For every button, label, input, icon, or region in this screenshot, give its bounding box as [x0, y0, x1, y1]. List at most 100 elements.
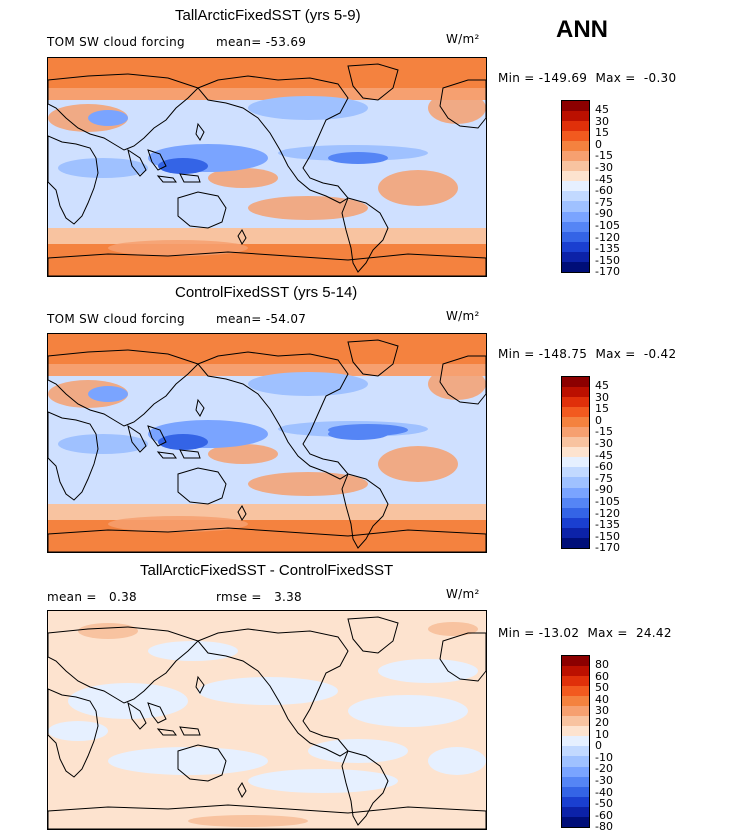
colorbar-level-label: -170 — [595, 541, 620, 555]
panel2-map — [47, 333, 487, 553]
colorbar-level-label: 40 — [595, 692, 609, 706]
colorbar-level-label: 50 — [595, 681, 609, 695]
colorbar-swatch — [562, 766, 589, 777]
colorbar-level-label: -30 — [595, 773, 613, 787]
contour-region — [378, 170, 458, 206]
colorbar-swatch — [562, 101, 589, 112]
colorbar-swatch — [562, 397, 589, 408]
colorbar-swatch — [562, 437, 589, 448]
panel3-mean: mean = 0.38 — [47, 590, 137, 604]
coastline — [127, 148, 147, 177]
colorbar-level-label: -75 — [595, 471, 613, 485]
contour-region — [58, 434, 148, 454]
colorbar-level-label: -135 — [595, 242, 620, 256]
contour-region — [188, 815, 308, 827]
contour-region — [208, 444, 278, 464]
colorbar-level-label: 15 — [595, 402, 609, 416]
contour-region — [148, 641, 238, 661]
panel2-max-value: -0.42 — [643, 347, 677, 361]
colorbar-swatch — [562, 181, 589, 192]
panel1-max-label: Max = — [595, 71, 636, 85]
contour-region — [348, 695, 468, 727]
coastline — [48, 688, 99, 778]
colorbar-level-label: -80 — [595, 820, 613, 834]
panel3-min-value: -13.02 — [538, 626, 580, 640]
coastline — [197, 351, 349, 480]
contour-region — [428, 747, 486, 775]
panel1-colorbar-labels: 45 30 15 0 -15 -30 -45 -60 -75 -90 -105 -120 -135 -15… — [595, 104, 620, 278]
colorbar-level-label: 0 — [595, 137, 602, 151]
panel1-min-value: -149.69 — [538, 71, 588, 85]
colorbar-swatch — [562, 191, 589, 202]
coastline — [341, 197, 389, 273]
contour-region — [48, 334, 486, 364]
panel2-max-label: Max = — [595, 347, 636, 361]
colorbar-swatch — [562, 171, 589, 182]
coastline — [48, 527, 486, 552]
coastline — [177, 467, 227, 505]
colorbar-swatch — [562, 706, 589, 717]
panel3-max-label: Max = — [587, 626, 628, 640]
colorbar-level-label: 30 — [595, 390, 609, 404]
coastline — [237, 505, 247, 521]
colorbar-swatch — [562, 806, 589, 817]
colorbar-swatch — [562, 736, 589, 747]
panel1-units: W/m² — [446, 32, 480, 46]
coastline — [439, 632, 486, 682]
contour-region — [428, 92, 486, 124]
panel1-map — [47, 57, 487, 277]
colorbar-swatch — [562, 161, 589, 172]
panel2-minmax: Min = -148.75 Max = -0.42 — [498, 347, 676, 361]
colorbar-swatch — [562, 141, 589, 152]
contour-region — [308, 739, 408, 763]
colorbar-swatch — [562, 221, 589, 232]
coastline — [439, 79, 486, 129]
panel2-mean-label: mean= — [216, 312, 262, 326]
colorbar-swatch — [562, 251, 589, 262]
panel1-title: TallArcticFixedSST (yrs 5-9) — [175, 7, 361, 24]
panel2-colorbar — [561, 376, 590, 549]
contour-region — [328, 152, 388, 164]
panel3-units: W/m² — [446, 587, 480, 601]
panel3-title: TallArcticFixedSST - ControlFixedSST — [140, 562, 394, 579]
colorbar-swatch — [562, 111, 589, 122]
colorbar-swatch — [562, 656, 589, 667]
colorbar-level-label: 30 — [595, 114, 609, 128]
colorbar-swatch — [562, 537, 589, 548]
coastline — [177, 191, 227, 229]
colorbar-swatch — [562, 716, 589, 727]
colorbar-level-label: 0 — [595, 413, 602, 427]
panel1-min-label: Min = — [498, 71, 535, 85]
colorbar-level-label: 20 — [595, 715, 609, 729]
panel1-mean-value: -53.69 — [265, 35, 307, 49]
colorbar-level-label: -75 — [595, 195, 613, 209]
colorbar-swatch — [562, 447, 589, 458]
contour-region — [108, 747, 268, 775]
coastline — [156, 728, 177, 736]
contour-region — [248, 472, 368, 496]
coastline — [48, 349, 199, 427]
colorbar-swatch — [562, 796, 589, 807]
colorbar-level-label: -40 — [595, 785, 613, 799]
colorbar-level-label: -150 — [595, 253, 620, 267]
colorbar-level-label: 60 — [595, 669, 609, 683]
colorbar-swatch — [562, 211, 589, 222]
contour-region — [48, 364, 486, 376]
colorbar-level-label: -45 — [595, 448, 613, 462]
panel1-mean-label: mean= — [216, 35, 262, 49]
coastline — [156, 175, 177, 183]
colorbar-swatch — [562, 417, 589, 428]
coastline — [177, 744, 227, 782]
coastline — [179, 173, 201, 183]
coastline — [48, 73, 199, 151]
colorbar-swatch — [562, 507, 589, 518]
colorbar-level-label: -150 — [595, 529, 620, 543]
season-label: ANN — [556, 16, 608, 43]
colorbar-swatch — [562, 467, 589, 478]
colorbar-swatch — [562, 696, 589, 707]
colorbar-swatch — [562, 151, 589, 162]
colorbar-level-label: -105 — [595, 218, 620, 232]
colorbar-level-label: 0 — [595, 739, 602, 753]
coastline — [237, 229, 247, 245]
contour-region — [78, 623, 138, 639]
